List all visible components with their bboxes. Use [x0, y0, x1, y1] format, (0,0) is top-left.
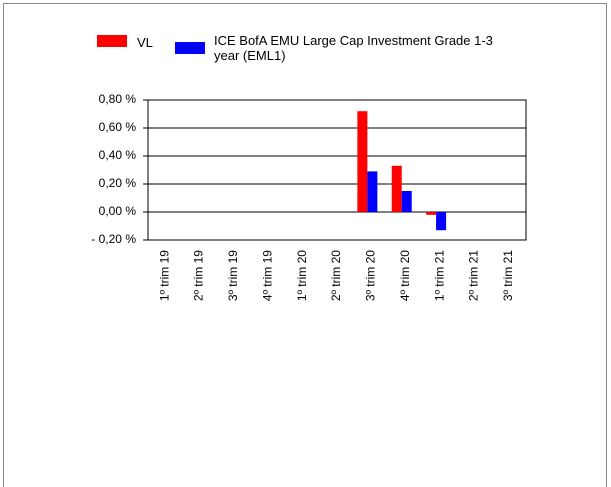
bar [436, 212, 447, 231]
x-tick-label: 1º trim 19 [157, 250, 171, 301]
x-tick-label: 2º trim 21 [467, 250, 481, 301]
x-tick-label: 2º trim 19 [192, 250, 206, 301]
y-tick-label: 0,40 % [99, 148, 137, 162]
x-tick-label: 2º trim 20 [329, 250, 343, 301]
x-tick-label: 3º trim 21 [501, 250, 515, 301]
bar [426, 212, 437, 215]
y-tick-label: 0,20 % [99, 176, 137, 190]
bar [367, 171, 378, 212]
y-tick-label: - 0,20 % [91, 232, 136, 246]
plot-border [147, 99, 527, 241]
legend-swatch [175, 42, 205, 54]
y-tick-label: 0,80 % [99, 92, 137, 106]
x-tick-label: 3º trim 19 [226, 250, 240, 301]
x-tick-label: 3º trim 20 [364, 250, 378, 301]
y-tick-label: 0,00 % [99, 204, 137, 218]
bar [391, 165, 402, 212]
legend-swatch [97, 35, 127, 47]
bar [357, 111, 368, 212]
legend-label: ICE BofA EMU Large Cap Investment Grade … [214, 33, 493, 63]
x-tick-label: 1º trim 20 [295, 250, 309, 301]
bar [401, 191, 412, 212]
x-tick-label: 4º trim 20 [398, 250, 412, 301]
x-tick-label: 4º trim 19 [260, 250, 274, 301]
frame [3, 3, 607, 487]
y-tick-label: 0,60 % [99, 120, 137, 134]
legend-label: VL [137, 35, 153, 50]
x-tick-label: 1º trim 21 [432, 250, 446, 301]
